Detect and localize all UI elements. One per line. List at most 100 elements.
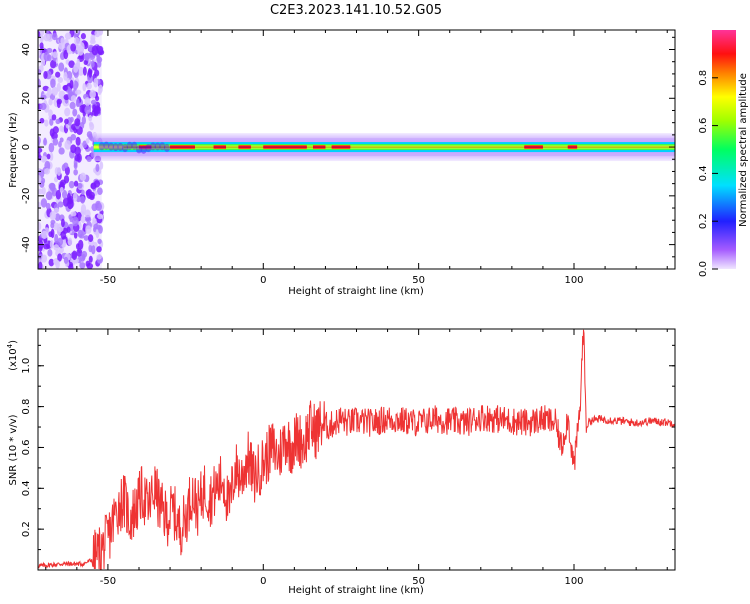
- figure-title: C2E3.2023.141.10.52.G05: [270, 3, 442, 18]
- noise-blob: [72, 216, 79, 227]
- noise-blob: [48, 231, 53, 238]
- signal-wobble: [117, 142, 124, 151]
- noise-blob: [43, 33, 51, 42]
- noise-blob: [55, 189, 62, 200]
- noise-blob: [38, 261, 43, 269]
- colorbar-tick-label: 0.6: [698, 118, 709, 134]
- noise-blob: [63, 49, 69, 60]
- snr-y-tick-label: 1.0: [21, 358, 32, 374]
- noise-blob: [51, 86, 58, 96]
- spectrogram-y-tick-label: -40: [21, 236, 32, 252]
- noise-blob: [51, 187, 58, 197]
- noise-blob: [80, 215, 86, 224]
- noise-blob: [56, 82, 61, 92]
- noise-blob: [52, 138, 59, 146]
- noise-blob: [73, 180, 79, 187]
- snr-multiplier-prefix: (x10: [8, 348, 19, 371]
- noise-blob: [71, 250, 78, 261]
- noise-blob: [68, 180, 75, 189]
- noise-blob: [60, 37, 65, 45]
- noise-blob: [59, 186, 64, 193]
- noise-blob: [83, 59, 88, 65]
- colorbar: 0.0 0.2 0.4 0.6 0.8 Normalized spectral ampl…: [698, 30, 749, 277]
- noise-blob: [55, 259, 60, 269]
- noise-blob: [69, 79, 74, 90]
- noise-blob: [88, 69, 93, 78]
- noise-blob: [90, 60, 95, 68]
- noise-blob: [83, 53, 90, 61]
- noise-blob: [74, 118, 81, 127]
- noise-blob: [79, 262, 86, 269]
- noise-blob: [66, 226, 71, 233]
- noise-blob: [38, 147, 43, 153]
- noise-blob: [83, 235, 89, 241]
- noise-blob: [73, 169, 78, 176]
- colorbar-ticks: 0.0 0.2 0.4 0.6 0.8: [698, 70, 718, 277]
- noise-blob: [40, 177, 46, 184]
- noise-blob: [51, 32, 58, 41]
- noise-blob: [67, 199, 74, 210]
- noise-blob: [55, 71, 61, 78]
- noise-blob: [38, 174, 42, 184]
- noise-blob: [56, 99, 61, 109]
- noise-blob: [96, 246, 102, 253]
- spectrogram-panel: -50 0 50 100 -40 -20 0 20 40 Height of straight…: [8, 29, 676, 297]
- noise-blob: [38, 30, 41, 38]
- noise-blob: [74, 154, 81, 162]
- noise-blob: [57, 237, 64, 246]
- noise-blob: [60, 230, 67, 240]
- noise-blob: [80, 195, 86, 204]
- noise-blob: [85, 225, 92, 234]
- colorbar-tick-label: 0.2: [698, 213, 709, 229]
- noise-blob: [38, 201, 41, 209]
- noise-blob: [40, 30, 45, 36]
- noise-blob: [44, 168, 50, 175]
- signal-wobble: [131, 141, 138, 150]
- snr-x-tick-label: 50: [412, 576, 425, 587]
- noise-blob: [39, 117, 45, 124]
- noise-blob: [88, 255, 93, 263]
- signal-wobble: [149, 142, 156, 151]
- signal-wobble: [98, 142, 105, 151]
- spectrogram-x-tick-label: 0: [260, 275, 266, 286]
- noise-blob: [90, 37, 96, 43]
- noise-blob: [75, 98, 80, 108]
- noise-blob: [97, 238, 102, 245]
- noise-blob: [77, 239, 84, 250]
- noise-blob: [91, 45, 99, 56]
- snr-y-tick-label: 0.2: [21, 521, 32, 537]
- spectrogram-heatmap: [38, 30, 675, 269]
- noise-blob: [40, 198, 48, 208]
- noise-blob: [60, 218, 65, 228]
- noise-blob: [68, 60, 75, 68]
- noise-blob: [63, 175, 70, 184]
- noise-blob: [38, 221, 42, 231]
- noise-blob: [88, 133, 93, 140]
- noise-blob: [97, 60, 102, 68]
- noise-blob: [74, 146, 81, 156]
- noise-blob: [75, 136, 81, 146]
- colorbar-tick-label: 0.0: [698, 261, 709, 277]
- svg-text:(x104): (x104): [6, 340, 19, 371]
- noise-blob: [97, 88, 102, 96]
- noise-blob: [93, 180, 101, 188]
- noise-blob: [59, 125, 64, 132]
- noise-blob: [94, 69, 100, 77]
- noise-blob: [45, 191, 53, 201]
- spectrogram-x-tick-label: -50: [100, 275, 116, 286]
- noise-blob: [86, 82, 92, 90]
- snr-y-ticks: 0.2 0.4 0.6 0.8 1.0: [21, 344, 675, 551]
- noise-blob: [49, 239, 54, 249]
- noise-blob: [84, 209, 91, 219]
- noise-blob: [58, 42, 65, 50]
- noise-blob: [87, 234, 94, 243]
- noise-blob: [90, 99, 97, 105]
- noise-blob: [51, 132, 58, 140]
- noise-blob: [82, 140, 88, 149]
- signal-wobble: [126, 141, 133, 150]
- snr-multiplier-suffix: ): [8, 340, 19, 344]
- noise-blob: [63, 85, 68, 91]
- spectrogram-y-tick-label: -20: [21, 188, 32, 204]
